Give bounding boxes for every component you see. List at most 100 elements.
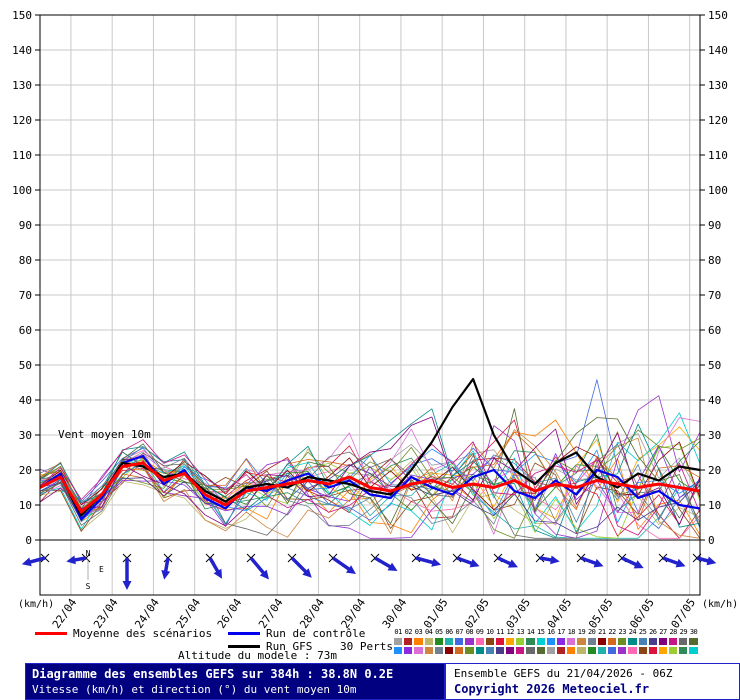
perturbation-color-square (536, 638, 545, 645)
svg-text:27/04: 27/04 (256, 596, 286, 631)
perturbation-color-square (485, 647, 494, 654)
perturbation-color-square (465, 638, 474, 645)
perturbation-color-square (587, 647, 596, 654)
perturbation-colors-row2 (394, 647, 700, 654)
perturbation-color-square (434, 638, 443, 645)
perturbation-color-square (658, 638, 668, 645)
svg-text:50: 50 (19, 359, 32, 372)
svg-text:110: 110 (12, 149, 32, 162)
x-axis-date-labels: 22/04 23/04 24/04 25/04 26/04 27/04 28/04 29/04… (50, 596, 698, 631)
perturbation-color-square (628, 638, 637, 645)
svg-text:120: 120 (12, 114, 32, 127)
perturbation-color-square (546, 638, 555, 645)
svg-text:100: 100 (708, 184, 728, 197)
perturbation-color-square (495, 647, 505, 654)
svg-text:20: 20 (19, 464, 32, 477)
grid-lines (40, 14, 700, 595)
unit-left-label: (km/h) (18, 599, 54, 610)
perturbation-color-square (424, 647, 433, 654)
svg-text:26/04: 26/04 (215, 596, 245, 631)
svg-text:10: 10 (708, 499, 721, 512)
perturbation-color-square (394, 638, 403, 645)
svg-text:120: 120 (708, 114, 728, 127)
svg-text:02/05: 02/05 (462, 596, 492, 631)
svg-text:50: 50 (708, 359, 721, 372)
svg-text:25/04: 25/04 (173, 596, 203, 631)
footer-title-box: Diagramme des ensembles GEFS sur 384h : … (25, 663, 445, 700)
footer-bar: Diagramme des ensembles GEFS sur 384h : … (0, 663, 740, 700)
footer-run-box: Ensemble GEFS du 21/04/2026 - 06Z Copyri… (445, 663, 740, 700)
perts-count-label: 30 Perts. (340, 640, 400, 653)
perturbation-color-square (434, 647, 443, 654)
svg-text:24/04: 24/04 (132, 596, 162, 631)
footer-spacer (0, 663, 25, 700)
wind-direction-arrows (21, 553, 717, 590)
plot-annotation: Vent moyen 10m (58, 428, 151, 441)
perturbation-color-square (444, 638, 454, 645)
unit-right-label: (km/h) (702, 599, 738, 610)
perturbation-color-square (495, 638, 505, 645)
svg-text:90: 90 (19, 219, 32, 232)
svg-text:20: 20 (708, 464, 721, 477)
plot-frame (39, 14, 701, 596)
svg-text:30: 30 (19, 429, 32, 442)
perturbation-color-square (648, 638, 657, 645)
diagram-title: Diagramme des ensembles GEFS sur 384h : … (32, 667, 394, 681)
perturbation-color-square (516, 638, 525, 645)
svg-text:90: 90 (708, 219, 721, 232)
perturbation-color-square (618, 647, 627, 654)
run-info-label: Ensemble GEFS du 21/04/2026 - 06Z (454, 667, 673, 680)
ensemble-member-lines (39, 379, 701, 539)
perturbation-color-square (506, 647, 515, 654)
perturbation-color-square (506, 638, 515, 645)
svg-text:40: 40 (19, 394, 32, 407)
svg-text:150: 150 (12, 9, 32, 22)
svg-text:150: 150 (708, 9, 728, 22)
svg-text:E: E (99, 565, 104, 574)
perturbation-color-square (536, 647, 545, 654)
perturbation-color-square (607, 647, 617, 654)
perturbation-color-square (679, 647, 688, 654)
svg-text:100: 100 (12, 184, 32, 197)
svg-text:140: 140 (12, 44, 32, 57)
svg-text:29/04: 29/04 (338, 596, 368, 631)
svg-text:110: 110 (708, 149, 728, 162)
perturbation-color-square (546, 647, 555, 654)
svg-text:22/04: 22/04 (50, 596, 80, 631)
perturbation-color-square (607, 638, 617, 645)
svg-text:80: 80 (19, 254, 32, 267)
svg-text:N: N (86, 549, 91, 558)
svg-text:40: 40 (708, 394, 721, 407)
perturbation-color-square (414, 638, 423, 645)
control-run-line (39, 454, 701, 521)
perturbation-color-square (475, 647, 484, 654)
svg-text:28/04: 28/04 (297, 596, 327, 631)
perturbation-color-square (577, 638, 586, 645)
perturbation-color-square (567, 638, 576, 645)
svg-text:0: 0 (25, 534, 32, 547)
perturbation-colors-row1 (394, 638, 700, 645)
perturbation-color-square (455, 647, 464, 654)
perturbation-color-square (424, 638, 433, 645)
svg-text:130: 130 (12, 79, 32, 92)
perturbation-color-square (404, 647, 413, 654)
perturbation-color-square (526, 647, 535, 654)
ensemble-plot-svg: 0 0 10 10 20 20 30 30 40 40 50 50 60 60 70 70 80 80 90 90 10… (12, 9, 738, 631)
compass-icon: NES (86, 549, 104, 591)
ensemble-chart: 0 0 10 10 20 20 30 30 40 40 50 50 60 60 70 70 80 80 90 90 10… (12, 9, 738, 631)
svg-text:80: 80 (708, 254, 721, 267)
svg-text:03/05: 03/05 (503, 596, 533, 631)
perturbation-color-square (557, 647, 566, 654)
control-line-sample (228, 632, 260, 635)
svg-text:130: 130 (708, 79, 728, 92)
svg-text:30/04: 30/04 (380, 596, 410, 631)
svg-text:04/05: 04/05 (545, 596, 575, 631)
perturbation-color-square (577, 647, 586, 654)
perturbation-color-square (628, 647, 637, 654)
perturbation-color-square (516, 647, 525, 654)
svg-text:60: 60 (19, 324, 32, 337)
svg-text:70: 70 (708, 289, 721, 302)
svg-text:06/05: 06/05 (627, 596, 657, 631)
mean-line (39, 461, 701, 514)
copyright-label: Copyright 2026 Meteociel.fr (454, 682, 650, 696)
